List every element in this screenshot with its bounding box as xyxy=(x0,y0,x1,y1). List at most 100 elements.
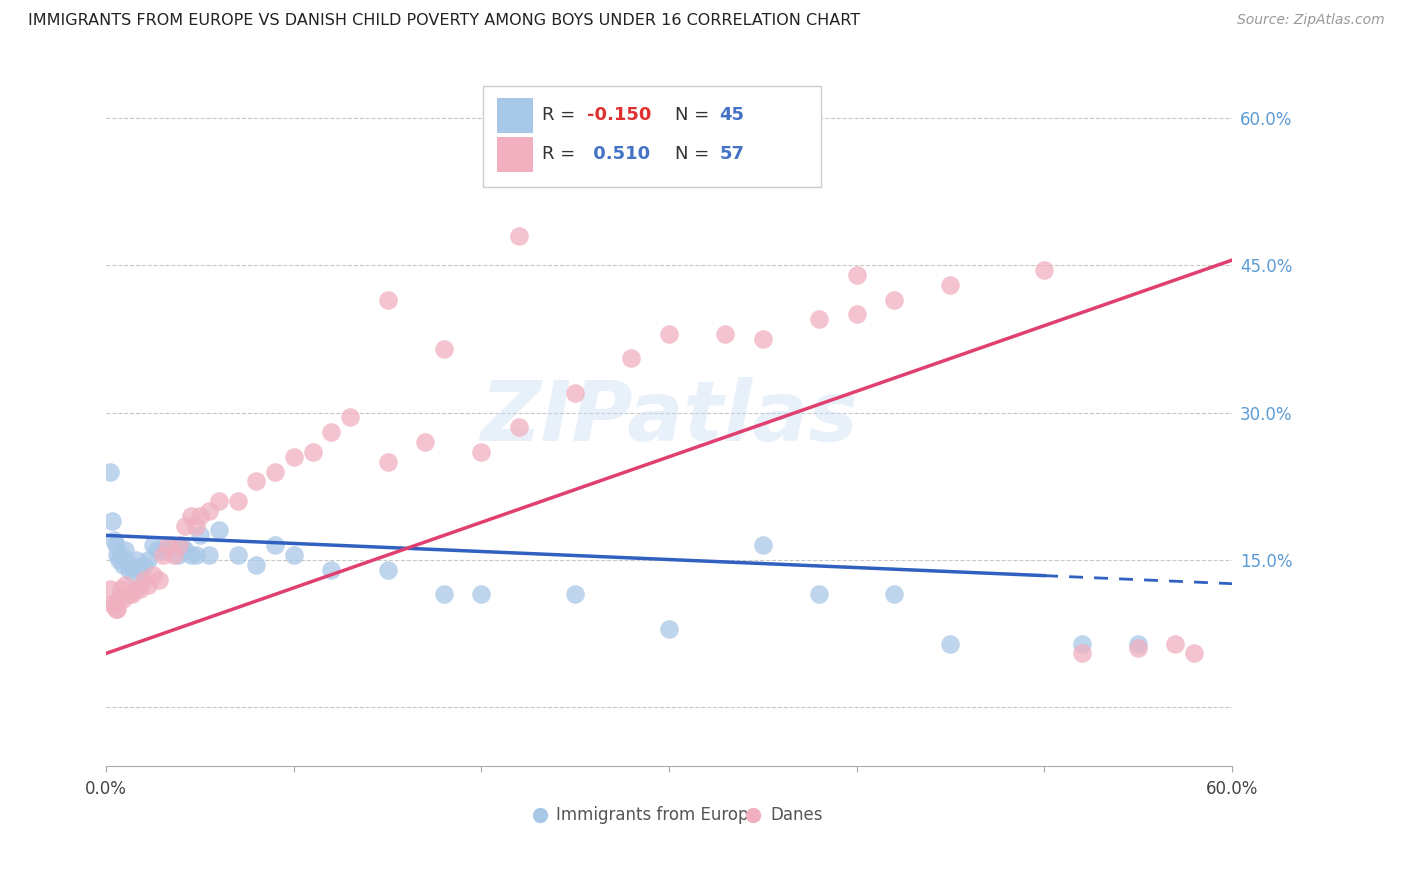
Point xyxy=(508,228,530,243)
Point xyxy=(124,567,146,582)
Text: ZIPatlas: ZIPatlas xyxy=(479,377,858,458)
Point xyxy=(1070,646,1092,660)
Point xyxy=(283,450,305,464)
Point xyxy=(264,465,287,479)
Point xyxy=(160,538,183,552)
FancyBboxPatch shape xyxy=(484,86,821,187)
Point xyxy=(883,293,905,307)
Text: Immigrants from Europe: Immigrants from Europe xyxy=(557,806,759,824)
Point xyxy=(174,518,197,533)
Point xyxy=(845,268,868,282)
Point xyxy=(1126,636,1149,650)
Point xyxy=(1182,646,1205,660)
Point xyxy=(129,582,152,597)
Point xyxy=(108,553,131,567)
Point xyxy=(132,558,155,572)
Bar xyxy=(496,136,533,172)
Text: N =: N = xyxy=(675,106,714,124)
Point xyxy=(198,504,221,518)
Point xyxy=(103,597,125,611)
Point xyxy=(808,587,831,601)
Point xyxy=(339,410,361,425)
Point xyxy=(136,577,159,591)
Point xyxy=(180,508,202,523)
Point xyxy=(125,582,148,597)
Text: R =: R = xyxy=(541,145,581,163)
Point xyxy=(98,465,121,479)
Point xyxy=(152,548,174,562)
Point xyxy=(112,558,135,572)
Point xyxy=(620,351,643,366)
Point xyxy=(104,602,127,616)
Point xyxy=(136,553,159,567)
Text: 0.510: 0.510 xyxy=(586,145,650,163)
Point xyxy=(114,543,136,558)
Text: Source: ZipAtlas.com: Source: ZipAtlas.com xyxy=(1237,13,1385,28)
Point xyxy=(118,563,141,577)
Point xyxy=(103,533,125,548)
Point xyxy=(1126,641,1149,656)
Point xyxy=(107,548,129,562)
Point xyxy=(208,524,231,538)
Text: 57: 57 xyxy=(720,145,745,163)
Point xyxy=(121,587,143,601)
Point xyxy=(166,548,188,562)
Point xyxy=(101,597,124,611)
Point xyxy=(245,558,267,572)
Point xyxy=(120,558,142,572)
Point xyxy=(110,548,132,562)
Point xyxy=(433,587,456,601)
Point xyxy=(377,563,399,577)
Text: 45: 45 xyxy=(720,106,745,124)
Point xyxy=(658,622,681,636)
Point xyxy=(208,494,231,508)
Point xyxy=(188,528,211,542)
Point xyxy=(186,548,208,562)
Text: Danes: Danes xyxy=(770,806,823,824)
Point xyxy=(104,538,127,552)
Point xyxy=(107,602,129,616)
Point xyxy=(264,538,287,552)
Point xyxy=(108,592,131,607)
Point xyxy=(226,494,249,508)
Point xyxy=(752,332,775,346)
Point xyxy=(169,538,191,552)
Point xyxy=(114,577,136,591)
Point xyxy=(152,543,174,558)
Point xyxy=(1033,263,1056,277)
Point xyxy=(170,538,193,552)
Point xyxy=(714,326,737,341)
Point xyxy=(174,543,197,558)
Point xyxy=(1070,636,1092,650)
Point xyxy=(564,385,586,400)
Point xyxy=(752,538,775,552)
Point xyxy=(377,293,399,307)
Point xyxy=(939,277,962,292)
Point xyxy=(132,573,155,587)
Text: -0.150: -0.150 xyxy=(586,106,651,124)
Point xyxy=(939,636,962,650)
Point xyxy=(564,587,586,601)
Point xyxy=(226,548,249,562)
Point xyxy=(98,582,121,597)
Point xyxy=(146,543,169,558)
Point xyxy=(377,455,399,469)
Point xyxy=(112,592,135,607)
Point xyxy=(198,548,221,562)
Point xyxy=(658,165,681,179)
Point xyxy=(883,587,905,601)
Point xyxy=(1164,636,1187,650)
Point xyxy=(163,548,186,562)
Bar xyxy=(496,98,533,133)
Text: N =: N = xyxy=(675,145,714,163)
Point xyxy=(245,475,267,489)
Point xyxy=(125,553,148,567)
Point xyxy=(180,548,202,562)
Text: IMMIGRANTS FROM EUROPE VS DANISH CHILD POVERTY AMONG BOYS UNDER 16 CORRELATION C: IMMIGRANTS FROM EUROPE VS DANISH CHILD P… xyxy=(28,13,860,29)
Point xyxy=(129,563,152,577)
Point xyxy=(101,514,124,528)
Point xyxy=(433,342,456,356)
Point xyxy=(470,587,492,601)
Point xyxy=(658,326,681,341)
Point xyxy=(845,307,868,321)
